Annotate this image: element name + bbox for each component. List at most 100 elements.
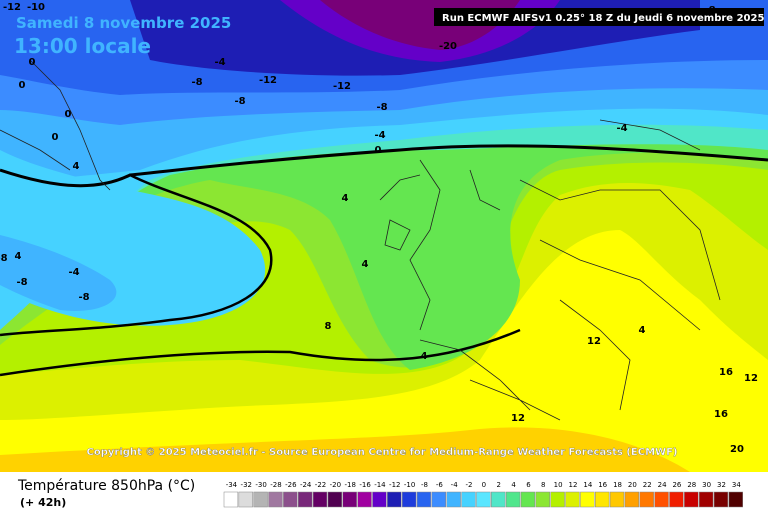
legend-swatch <box>491 491 506 508</box>
contour-label: 20 <box>730 444 744 455</box>
legend-swatch <box>669 491 684 508</box>
legend-label: -22 <box>315 481 326 489</box>
contour-label: -8 <box>376 102 387 113</box>
legend-swatch <box>565 491 580 508</box>
legend-label: 14 <box>583 481 592 489</box>
legend-swatch <box>550 491 565 508</box>
legend-label: -28 <box>270 481 281 489</box>
legend-swatch <box>624 491 640 508</box>
legend-label: 22 <box>643 481 652 489</box>
contour-label: -8 <box>191 77 202 88</box>
contour-label: -8 <box>704 5 715 16</box>
legend-label: -6 <box>436 481 444 489</box>
contour-label: -12 <box>333 81 351 92</box>
legend-swatch <box>401 491 417 508</box>
footer-title: Température 850hPa (°C) <box>17 478 195 494</box>
legend-label: -2 <box>466 481 473 489</box>
legend-swatch <box>223 491 239 508</box>
contour-label: 4 <box>362 259 369 270</box>
contour-label: 4 <box>639 325 646 336</box>
legend-swatch <box>505 491 521 508</box>
legend-swatch <box>312 491 328 508</box>
legend-label: -26 <box>285 481 297 489</box>
legend-swatch <box>357 491 372 508</box>
contour-label: 4 <box>421 351 428 362</box>
coastlines <box>0 59 721 421</box>
legend-label: 24 <box>658 481 667 489</box>
contour-label: -8 <box>16 277 27 288</box>
contour-label: 4 <box>73 161 80 172</box>
contour-label: 0 <box>375 145 382 156</box>
legend-swatch <box>416 491 432 508</box>
legend-swatch <box>461 491 476 508</box>
contour-label: -4 <box>68 267 79 278</box>
legend-swatch <box>535 491 550 508</box>
legend-swatch <box>698 491 714 508</box>
contour-label: -8 <box>234 96 245 107</box>
legend-label: -14 <box>374 481 386 489</box>
contour-label: 0 <box>52 132 59 143</box>
contour-label: -10 <box>27 2 45 13</box>
contour-label: -20 <box>439 41 457 52</box>
legend-label: 12 <box>569 481 578 489</box>
legend-swatch <box>654 491 669 508</box>
legend-swatch <box>298 491 313 508</box>
legend-swatch <box>520 491 536 508</box>
legend-label: -30 <box>255 481 266 489</box>
contour-label: 0 <box>65 109 72 120</box>
contour-cold <box>0 173 273 337</box>
legend-label: 16 <box>598 481 607 489</box>
legend-swatch <box>713 491 729 508</box>
legend-label: -8 <box>421 481 428 489</box>
contour-0 <box>0 144 768 188</box>
legend-label: -12 <box>389 481 400 489</box>
legend-label: -4 <box>451 481 459 489</box>
legend-swatch <box>431 491 446 508</box>
legend-label: -32 <box>241 481 252 489</box>
legend-label: -24 <box>300 481 312 489</box>
contour-label: 0 <box>19 80 26 91</box>
legend-swatch <box>253 491 268 508</box>
contour-label: 12 <box>511 413 525 424</box>
legend-label: 0 <box>482 481 486 489</box>
contour-labels: -12 -10 0 -4 -8 -12 -8 -12 -20 -8 -8 -4 0 -4 0 0 0 4 4 -8 -4… <box>0 2 758 455</box>
contour-label: 16 <box>719 367 733 378</box>
legend-label: -16 <box>359 481 371 489</box>
contour-label: -4 <box>374 130 385 141</box>
legend-swatch <box>684 491 699 508</box>
legend-label: 8 <box>541 481 545 489</box>
contour-label: 4 <box>342 193 349 204</box>
copyright: Copyright © 2025 Meteociel.fr - Source E… <box>87 447 678 458</box>
contour-label: 0 <box>29 57 36 68</box>
legend-label: 32 <box>717 481 726 489</box>
legend-label: 6 <box>526 481 531 489</box>
legend-label: -10 <box>404 481 415 489</box>
run-box <box>434 8 764 26</box>
legend-label: 28 <box>687 481 696 489</box>
legend-label: 4 <box>511 481 516 489</box>
legend-label: -18 <box>345 481 356 489</box>
contour-label: -12 <box>3 2 21 13</box>
color-legend: -34 -32 -30 -28 -26 -24 -22 -20 -18 -16 -14 -12 -10-… <box>223 481 744 508</box>
legend-label: 34 <box>732 481 741 489</box>
legend-label: 26 <box>672 481 681 489</box>
legend-label: 30 <box>702 481 711 489</box>
legend-swatch <box>446 491 461 508</box>
legend-label: 18 <box>613 481 622 489</box>
legend-swatch <box>639 491 654 508</box>
legend-swatch <box>476 491 491 508</box>
legend-swatch <box>268 491 283 508</box>
contour-8 <box>0 328 521 377</box>
contour-label: 16 <box>714 409 728 420</box>
contour-label: 12 <box>744 373 758 384</box>
legend-label: 2 <box>496 481 500 489</box>
contour-label: -4 <box>214 57 225 68</box>
time-label: 13:00 locale <box>14 34 151 58</box>
contour-label: -8 <box>78 292 89 303</box>
legend-swatch <box>728 491 744 508</box>
run-info: Run ECMWF AIFSv1 0.25° 18 Z du Jeudi 6 n… <box>442 13 764 24</box>
legend-label: 20 <box>628 481 637 489</box>
legend-swatch <box>372 491 387 508</box>
footer-lead: (+ 42h) <box>20 496 66 509</box>
